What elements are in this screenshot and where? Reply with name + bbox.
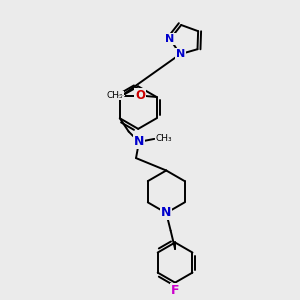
Text: CH₃: CH₃ <box>156 134 172 143</box>
Text: N: N <box>134 135 144 148</box>
Text: O: O <box>135 89 146 102</box>
Text: N: N <box>161 206 171 220</box>
Text: methoxy: methoxy <box>118 95 125 96</box>
Text: CH₃: CH₃ <box>107 91 124 100</box>
Text: N: N <box>176 49 185 59</box>
Text: N: N <box>166 34 175 44</box>
Text: F: F <box>171 284 179 297</box>
